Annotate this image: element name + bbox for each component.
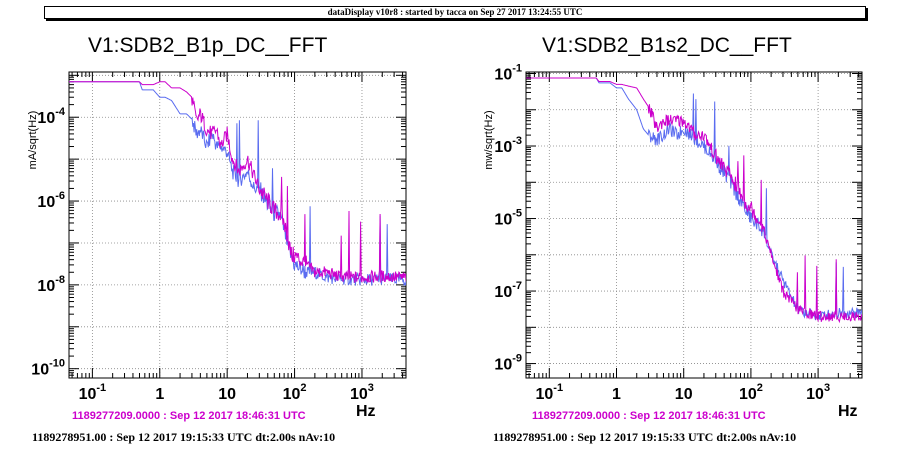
y-tick-label: 10-9 (494, 353, 522, 374)
chart-title: V1:SDB2_B1s2_DC__FFT (542, 34, 792, 57)
y-tick-label: 10-6 (37, 190, 65, 211)
y-tick-label: 10-3 (494, 135, 522, 156)
x-tick-label: 103 (806, 382, 830, 403)
y-axis-label: mA/sqrt(Hz) (27, 111, 39, 170)
y-axis-label: mw/sqrt(Hz) (483, 110, 495, 169)
chart-panel-1: V1:SDB2_B1p_DC__FFT mA/sqrt(Hz) 10-1 1 10 102… (27, 34, 407, 444)
chart-title: V1:SDB2_B1p_DC__FFT (88, 34, 327, 57)
x-tick-label: 10-1 (79, 382, 107, 403)
grid (69, 72, 406, 378)
chart-panel-2: V1:SDB2_B1s2_DC__FFT mw/sqrt(Hz) 10-1 1 10 10… (483, 34, 863, 444)
x-tick-label: 1 (612, 386, 621, 403)
y-tick-label: 10-10 (31, 358, 65, 379)
x-tick-label: 10-1 (536, 382, 564, 403)
timestamp-ref: 1189277209.0000 : Sep 12 2017 18:46:31 U… (532, 410, 766, 422)
header-bar: dataDisplay v10r8 : started by tacca on … (44, 6, 866, 19)
series-line-2 (69, 81, 406, 283)
series-line-1 (69, 81, 406, 287)
x-tick-label: 10 (218, 386, 236, 403)
plot-frame (68, 71, 407, 379)
y-tick-label: 10-5 (494, 208, 522, 229)
x-unit-label: Hz (838, 403, 858, 420)
x-tick-label: 103 (350, 382, 374, 403)
x-tick-label: 102 (739, 382, 763, 403)
x-tick-label: 10 (675, 386, 693, 403)
y-tick-label: 10-8 (37, 274, 65, 295)
x-tick-label: 102 (283, 382, 307, 403)
y-tick-label: 10-7 (494, 280, 522, 301)
timestamp-current: 1189278951.00 : Sep 12 2017 19:15:33 UTC… (493, 430, 796, 444)
header-text: dataDisplay v10r8 : started by tacca on … (327, 7, 583, 17)
axis-ticks (526, 72, 862, 379)
x-unit-label: Hz (356, 403, 376, 420)
x-tick-label: 1 (155, 386, 164, 403)
timestamp-ref: 1189277209.0000 : Sep 12 2017 18:46:31 U… (72, 410, 306, 422)
series-line-1 (526, 77, 862, 321)
y-tick-label: 10-4 (37, 106, 65, 127)
timestamp-current: 1189278951.00 : Sep 12 2017 19:15:33 UTC… (32, 430, 335, 444)
series-line-2 (526, 77, 862, 324)
plot-frame (525, 71, 863, 379)
y-tick-label: 10-1 (494, 63, 522, 84)
axis-ticks (69, 72, 406, 379)
